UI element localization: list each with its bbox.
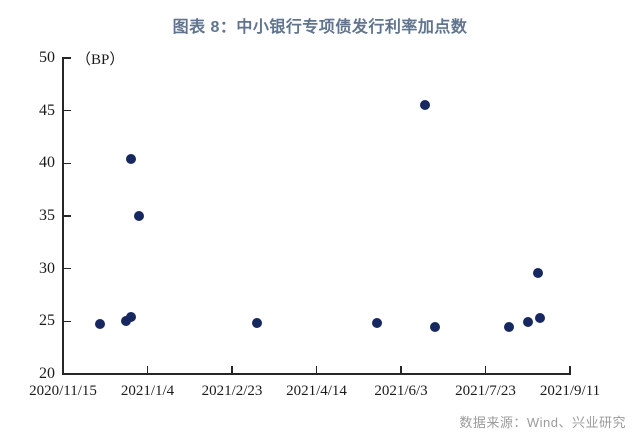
y-axis-tick-label: 20 [39,365,55,382]
data-point [419,100,430,111]
x-axis-tick [400,366,402,373]
data-point [134,211,145,221]
data-point [120,316,131,327]
x-axis-line [62,373,571,375]
y-axis-tick [64,162,71,165]
data-point [504,321,515,332]
x-axis-tick-label: 2021/6/3 [374,383,428,399]
data-point [125,312,136,323]
x-axis-tick [62,366,64,373]
y-axis-tick [64,267,71,270]
x-axis-tick [146,366,149,373]
y-axis-tick-label: 25 [39,312,55,330]
x-axis-tick-label: 2021/4/14 [286,383,347,399]
data-point [522,317,533,328]
data-point [532,267,543,278]
x-axis-tick [569,366,571,373]
y-axis-tick [64,320,71,323]
y-axis-line [62,57,64,375]
data-point [429,321,440,332]
x-axis-tick [315,366,318,373]
data-point [534,313,545,324]
y-axis-unit-label: （BP） [76,52,125,68]
x-axis-tick-label: 2021/2/23 [201,383,263,399]
y-axis-tick [64,109,71,112]
data-point [252,318,263,329]
x-axis-tick-label: 2021/7/23 [455,383,516,399]
data-source-note: 数据来源：Wind、兴业研究 [459,415,626,430]
y-axis-tick-label: 35 [39,207,55,224]
data-point [125,154,136,165]
y-axis-tick-label: 50 [39,49,55,66]
data-point [372,318,383,329]
y-axis-tick-label: 40 [39,154,55,172]
x-axis-tick [484,366,487,373]
x-axis-tick-label: 2021/1/4 [120,383,175,399]
y-axis-tick [64,215,71,217]
y-axis-tick [64,57,71,59]
x-axis-tick-label: 2021/9/11 [539,383,601,399]
x-axis-tick-label: 2020/11/15 [29,383,97,399]
chart-title: 图表 8：中小银行专项债发行利率加点数 [172,19,468,36]
x-axis-tick [231,366,233,373]
y-axis-tick-label: 30 [39,259,55,277]
data-point [95,319,106,330]
y-axis-tick-label: 45 [39,101,55,119]
y-axis-tick [64,373,71,375]
